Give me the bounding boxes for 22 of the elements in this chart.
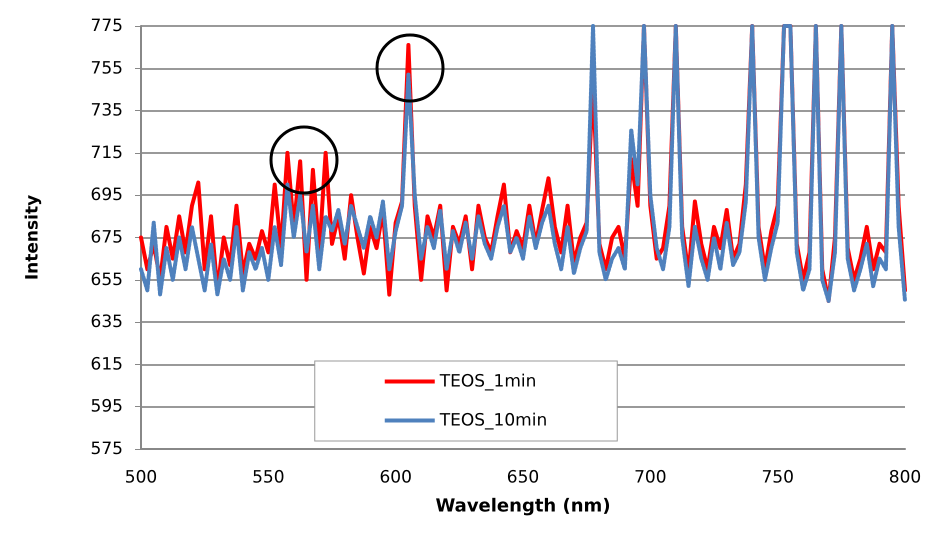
y-tick-label: 575: [90, 439, 123, 459]
x-axis-title: Wavelength (nm): [435, 496, 611, 516]
x-tick-label: 550: [252, 468, 285, 488]
y-tick-label: 775: [90, 16, 123, 36]
x-tick-label: 700: [634, 468, 667, 488]
y-tick-label: 715: [90, 142, 123, 163]
y-tick-label: 655: [90, 270, 123, 290]
x-tick-label: 750: [761, 468, 794, 488]
y-tick-label: 735: [90, 100, 123, 121]
y-axis-title: Intensity: [22, 194, 42, 280]
y-tick-label: 755: [90, 58, 123, 78]
x-tick-label: 800: [888, 468, 922, 488]
x-tick-label: 500: [124, 468, 158, 488]
x-tick-label: 650: [506, 468, 540, 488]
y-tick-label: 695: [90, 185, 123, 206]
x-tick-label: 600: [379, 468, 412, 488]
y-tick-label: 595: [90, 396, 123, 417]
y-tick-label: 675: [90, 228, 123, 248]
legend-label: TEOS_1min: [438, 372, 536, 392]
y-tick-label: 635: [90, 312, 123, 332]
y-tick-label: 615: [90, 354, 123, 374]
legend-label: TEOS_10min: [438, 410, 548, 430]
